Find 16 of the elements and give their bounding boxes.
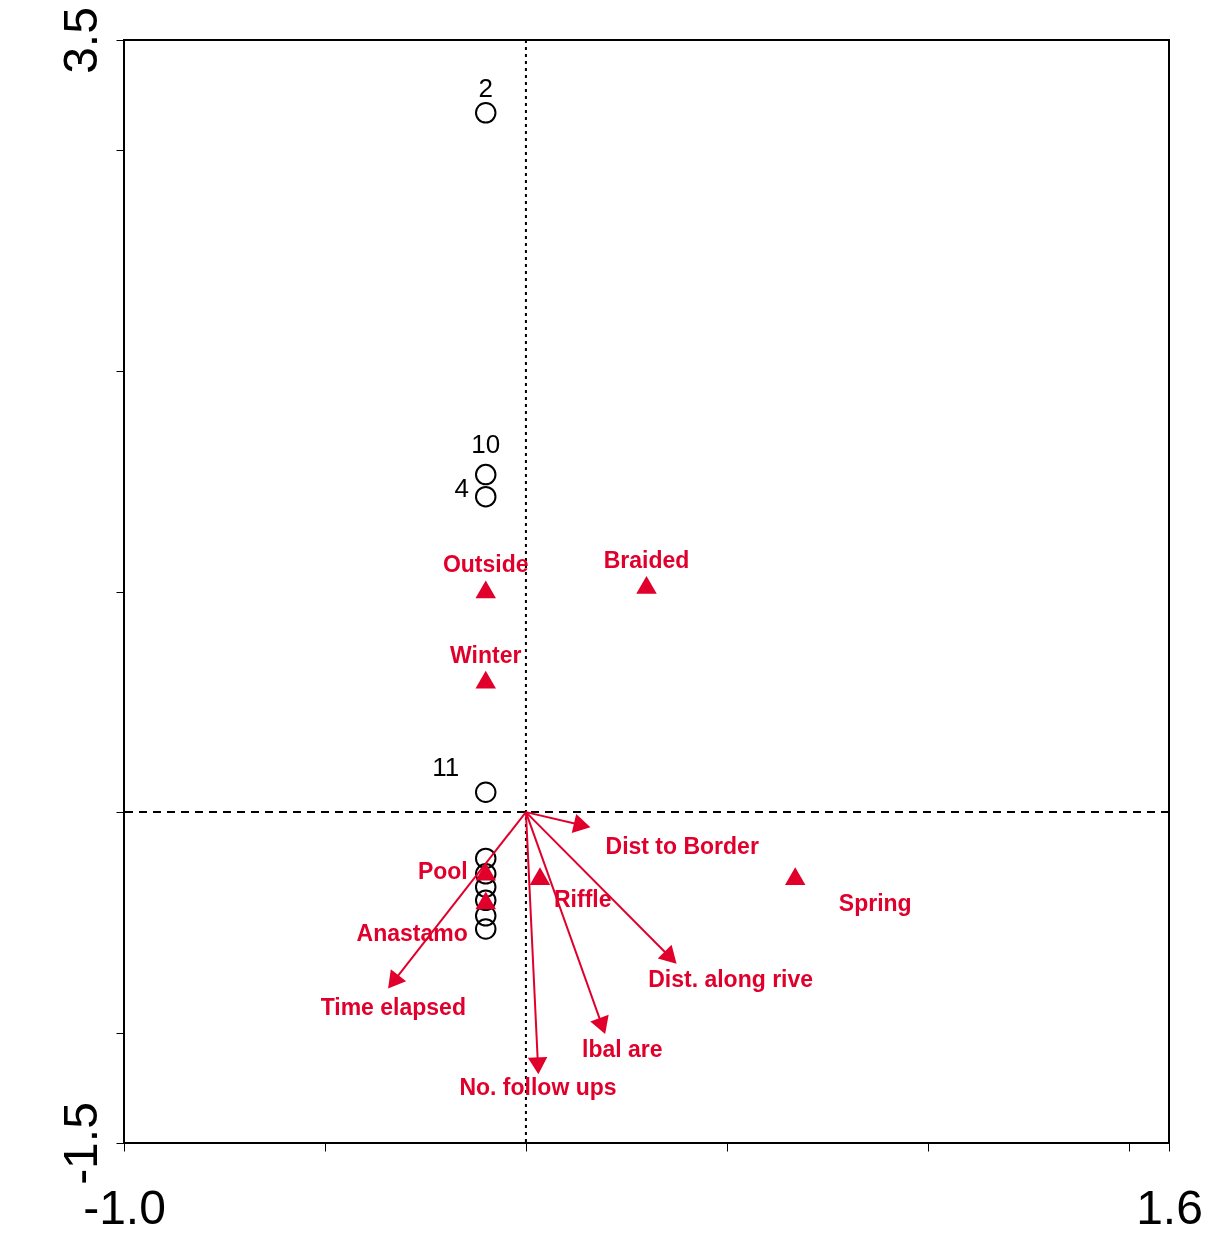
annotation: Pool xyxy=(417,857,468,884)
annotation: 10 xyxy=(471,428,501,459)
x-tick-label: 1.6 xyxy=(1136,1180,1203,1234)
annotation: 11 xyxy=(432,752,460,783)
series-label: Time elapsed xyxy=(320,993,466,1020)
annotation: 2 xyxy=(478,72,493,103)
series-label: Dist to Border xyxy=(605,833,759,860)
annotation: 4 xyxy=(454,472,469,503)
annotation: Spring xyxy=(838,890,912,917)
series-label: Dist. along rive xyxy=(648,965,814,992)
annotation: Outside xyxy=(442,551,529,578)
series-label: lbal are xyxy=(582,1036,663,1063)
y-tick-label: 3.5 xyxy=(53,7,107,74)
annotation: Winter xyxy=(450,641,522,668)
series-label: No. follow ups xyxy=(459,1073,617,1100)
annotation: Braided xyxy=(603,546,690,573)
